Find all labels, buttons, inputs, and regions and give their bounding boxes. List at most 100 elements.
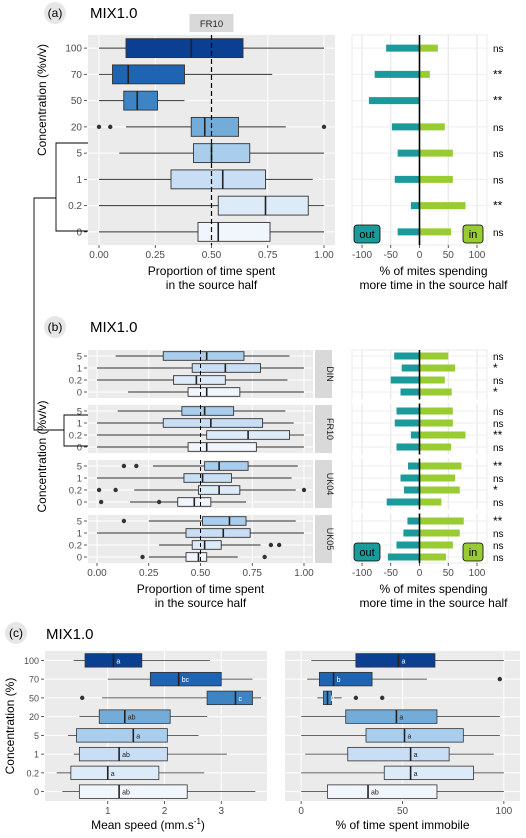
panel-b-box-uk04-y-ytick-label-3: 0 xyxy=(77,498,82,509)
panel-b-box-uk05-0-outlier-0 xyxy=(121,518,127,524)
panel-b-bar-bar-out-9 xyxy=(400,474,420,482)
panel-b-box-xlabel-2: in the source half xyxy=(155,596,247,610)
panel-b-bar-bar-in-5 xyxy=(419,419,453,427)
panel-b-bar-bar-out-7 xyxy=(396,443,420,451)
panel-a-boxplot: FR10 0.00 0.25 0.50 0.75 1.00 100 70 50 20 5 1 0.2 0 P… xyxy=(35,14,335,292)
panel-b-bar-bar-out-11 xyxy=(386,498,420,506)
panel-a-box-5-box xyxy=(170,169,266,190)
panel-b-bar-bar-in-6 xyxy=(419,431,466,439)
panel-b-box-fr10-strip xyxy=(315,405,332,453)
panel-c-speed-x-tick-label-0: 1 xyxy=(105,806,111,817)
panel-b-box-uk04-y-ytick-label-0: 5 xyxy=(77,462,82,473)
panel-a-reference-label: FR10 xyxy=(200,19,223,30)
panel-b-box-x-tick-label-0: 0.00 xyxy=(87,568,107,579)
panel-a-header: (a) MIX1.0 xyxy=(44,2,138,24)
panel-c-speed-y-ytick-label-4: 5 xyxy=(34,731,39,741)
panel-a-letter: (a) xyxy=(48,6,63,20)
panel-a-bar-bar-in-3 xyxy=(419,123,445,131)
panel-a-bar-significance-0: ns xyxy=(493,44,504,55)
panel-c-immobile-x-tick-label-0: 0 xyxy=(298,806,304,817)
panel-b-bar-bar-out-4 xyxy=(396,407,420,415)
panel-b-box-uk04-0-outlier-1 xyxy=(134,463,139,469)
panel-b-bar-bar-out-0 xyxy=(394,352,420,360)
panel-b-box-uk04-3-outlier-0 xyxy=(98,499,104,505)
panel-a-bar-x-tick-label-3: 50 xyxy=(443,250,455,261)
panel-b-bar-bar-out-8 xyxy=(408,462,420,470)
panel-b-box-uk05-2-box xyxy=(191,540,222,550)
panel-a-bar-xlabel-2: more time in the source half xyxy=(359,278,508,292)
panel-c-speed-6-box xyxy=(70,765,160,781)
panel-b-box-fr10-1-box xyxy=(162,418,264,428)
panel-b-bar-tag-in: in xyxy=(469,547,478,559)
panel-b-box-uk04-2-outlier-2 xyxy=(301,487,307,493)
panel-b-box-uk04-2-outlier-0 xyxy=(96,487,102,493)
panel-a-reference-label-bg xyxy=(189,14,234,32)
panel-c-title: MIX1.0 xyxy=(46,626,94,643)
panel-c-speed-4-letter: a xyxy=(136,733,140,740)
panel-b-bar-bar-in-2 xyxy=(419,376,445,384)
panel-a-box-3-outlier-0 xyxy=(96,124,102,130)
panel-a-bar-bar-out-3 xyxy=(391,123,420,131)
panel-b-box-uk04-strip xyxy=(315,460,332,508)
panel-b-box-fr10-y-ytick-label-1: 1 xyxy=(77,419,82,430)
panel-a-box-y-ytick-label-1: 70 xyxy=(71,70,83,81)
panel-b-bar-bar-in-13 xyxy=(419,529,460,537)
panel-a-box-x-tick-label-3: 0.75 xyxy=(258,250,278,261)
panel-a-box-y-ytick-label-3: 20 xyxy=(71,122,83,133)
panel-a-bar-x-tick-label-1: -50 xyxy=(384,250,399,261)
panel-c-speed-x-tick-label-2: 3 xyxy=(218,806,224,817)
panel-a-box-y-ytick-label-6: 0.2 xyxy=(68,201,82,212)
panel-c-immobile-0-box xyxy=(355,653,436,668)
panel-b-letter-badge xyxy=(44,316,66,338)
panel-c-immobile-xlabel: % of time spent immobile xyxy=(335,818,469,832)
panel-b-box-fr10-strip-label: FR10 xyxy=(325,418,335,440)
panel-c-speed-y-ytick-label-2: 50 xyxy=(29,693,39,703)
panel-b-bar-bar-in-1 xyxy=(419,364,456,372)
panel-a-box-4-box xyxy=(193,143,251,164)
panel-c-immobile-1-outlier-0 xyxy=(497,676,503,682)
panel-b-bar-bar-in-4 xyxy=(419,407,453,415)
panel-b-bar-significance-10: * xyxy=(493,483,498,497)
panel-a-bar-xlabel-1: % of mites spending xyxy=(379,264,487,278)
panel-b-box-uk05-strip xyxy=(315,515,332,563)
panel-a-bar-tag-in-bg xyxy=(462,224,484,244)
panel-b-bar-significance-1: * xyxy=(493,361,498,375)
panel-b-boxplot: DIN510.20FR10510.20UK04510.20UK05510.200… xyxy=(35,350,335,610)
panel-b-bar-significance-2: ns xyxy=(493,376,504,387)
panel-b-bar-x-tick-label-3: 50 xyxy=(443,568,455,579)
panel-a-box-y-ytick-label-7: 0 xyxy=(76,227,82,238)
panel-b-bar-bar-out-14 xyxy=(396,541,420,549)
panel-b-box-ylabel: Concentration (%v/v) xyxy=(35,400,49,512)
panel-c-speed-2-letter: c xyxy=(238,696,242,703)
panel-b-bar-bar-in-14 xyxy=(419,541,453,549)
panel-c-immobile-0-letter: a xyxy=(401,658,405,665)
panel-b-bar-tag-out: out xyxy=(359,547,374,559)
panel-b-box-uk04-3-outlier-1 xyxy=(156,499,162,505)
panel-b-bar-bar-in-8 xyxy=(419,462,462,470)
panel-b-box-uk04-0-outlier-0 xyxy=(121,463,127,469)
panel-b-box-fr10-y-ytick-label-2: 0.2 xyxy=(69,431,82,442)
panel-a-box-x-tick-label-4: 1.00 xyxy=(314,250,334,261)
panel-b-bar-x-tick-label-4: 100 xyxy=(469,568,486,579)
panel-b-box-uk05-y-ytick-label-3: 0 xyxy=(77,553,82,564)
panel-c-immobile-6-box xyxy=(383,765,474,781)
panel-a-bar-bar-out-5 xyxy=(394,175,420,183)
panel-b-bar-x-tick-label-1: -50 xyxy=(384,568,399,579)
panel-b-bar-bar-out-12 xyxy=(407,517,420,525)
panel-a-box-x-tick-label-1: 0.25 xyxy=(146,250,166,261)
panel-c-speed-boxplot: a bc c ab a ab a ab 1 2 3 100 70 50 20 5 1 0.2 0 Mean speed… xyxy=(3,651,267,832)
panel-c-speed-6-letter: a xyxy=(111,771,115,778)
panel-b-box-uk04-1-box xyxy=(183,473,233,483)
panel-b-bar-bar-in-9 xyxy=(419,474,456,482)
panel-a-bar-significance-7: ns xyxy=(493,228,504,239)
panel-c-speed-3-letter: ab xyxy=(128,715,136,722)
panel-b-bar-tag-out-bg xyxy=(353,542,381,562)
panel-a-box-y-ytick-label-5: 1 xyxy=(76,175,82,186)
panel-a-bar-tag-out: out xyxy=(359,229,374,241)
panel-c-immobile-4-box xyxy=(365,728,464,743)
panel-c-speed-y-ytick-label-6: 0.2 xyxy=(26,768,39,778)
panel-b-box-uk05-y-ytick-label-1: 1 xyxy=(77,529,82,540)
